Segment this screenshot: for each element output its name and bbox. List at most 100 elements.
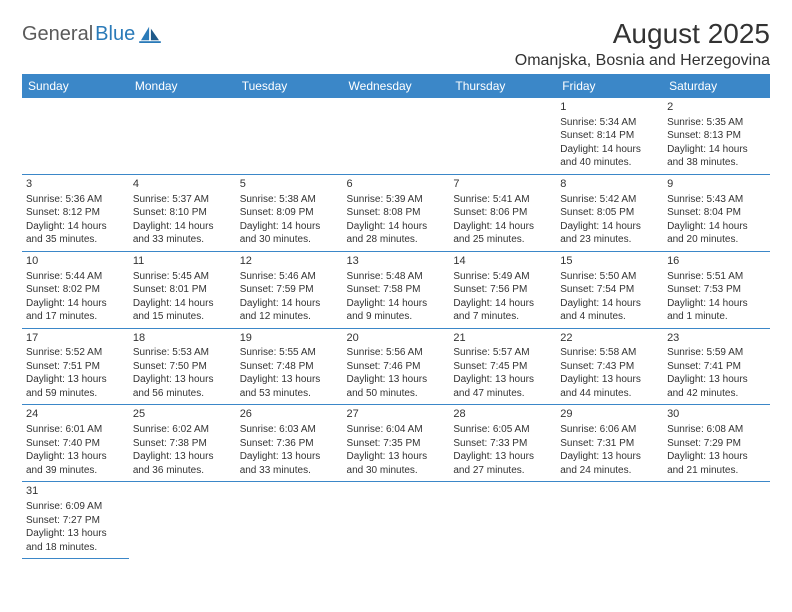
daylight-line: Daylight: 13 hours and 50 minutes. <box>347 373 446 400</box>
day-cell: 17Sunrise: 5:52 AMSunset: 7:51 PMDayligh… <box>22 328 129 405</box>
sunrise-line: Sunrise: 5:39 AM <box>347 193 446 207</box>
day-cell: 31Sunrise: 6:09 AMSunset: 7:27 PMDayligh… <box>22 482 129 559</box>
day-cell: 5Sunrise: 5:38 AMSunset: 8:09 PMDaylight… <box>236 174 343 251</box>
sunrise-line: Sunrise: 5:43 AM <box>667 193 766 207</box>
daylight-line: Daylight: 14 hours and 12 minutes. <box>240 297 339 324</box>
day-number: 28 <box>453 407 552 422</box>
day-cell: 19Sunrise: 5:55 AMSunset: 7:48 PMDayligh… <box>236 328 343 405</box>
day-cell: 21Sunrise: 5:57 AMSunset: 7:45 PMDayligh… <box>449 328 556 405</box>
sunrise-line: Sunrise: 5:44 AM <box>26 270 125 284</box>
sunrise-line: Sunrise: 5:34 AM <box>560 116 659 130</box>
sunrise-line: Sunrise: 5:45 AM <box>133 270 232 284</box>
sunset-line: Sunset: 7:58 PM <box>347 283 446 297</box>
day-cell: 18Sunrise: 5:53 AMSunset: 7:50 PMDayligh… <box>129 328 236 405</box>
weekday-header: Monday <box>129 74 236 98</box>
sunset-line: Sunset: 7:54 PM <box>560 283 659 297</box>
daylight-line: Daylight: 13 hours and 56 minutes. <box>133 373 232 400</box>
sunset-line: Sunset: 8:05 PM <box>560 206 659 220</box>
calendar-row: 1Sunrise: 5:34 AMSunset: 8:14 PM Daylight… <box>22 98 770 174</box>
day-number: 14 <box>453 254 552 269</box>
day-number: 29 <box>560 407 659 422</box>
day-number: 26 <box>240 407 339 422</box>
daylight-line: Daylight: 13 hours and 27 minutes. <box>453 450 552 477</box>
daylight-line: Daylight: 13 hours and 21 minutes. <box>667 450 766 477</box>
daylight-line: Daylight: 14 hours and 4 minutes. <box>560 297 659 324</box>
empty-cell <box>343 482 450 559</box>
day-cell: 6Sunrise: 5:39 AMSunset: 8:08 PMDaylight… <box>343 174 450 251</box>
day-cell: 14Sunrise: 5:49 AMSunset: 7:56 PMDayligh… <box>449 251 556 328</box>
sunrise-line: Sunrise: 5:42 AM <box>560 193 659 207</box>
sunrise-line: Sunrise: 5:55 AM <box>240 346 339 360</box>
sunset-line: Sunset: 7:59 PM <box>240 283 339 297</box>
day-cell: 24Sunrise: 6:01 AMSunset: 7:40 PMDayligh… <box>22 405 129 482</box>
empty-cell <box>343 98 450 174</box>
sunrise-line: Sunrise: 5:36 AM <box>26 193 125 207</box>
daylight-line: Daylight: 14 hours and 17 minutes. <box>26 297 125 324</box>
sunrise-line: Sunrise: 6:02 AM <box>133 423 232 437</box>
sunrise-line: Sunrise: 5:59 AM <box>667 346 766 360</box>
day-cell: 30Sunrise: 6:08 AMSunset: 7:29 PMDayligh… <box>663 405 770 482</box>
sunrise-line: Sunrise: 5:53 AM <box>133 346 232 360</box>
sunset-line: Sunset: 8:02 PM <box>26 283 125 297</box>
day-number: 1 <box>560 100 659 115</box>
daylight-line: Daylight: 13 hours and 24 minutes. <box>560 450 659 477</box>
day-number: 15 <box>560 254 659 269</box>
day-number: 24 <box>26 407 125 422</box>
empty-cell <box>449 98 556 174</box>
title-block: August 2025 Omanjska, Bosnia and Herzego… <box>515 18 770 70</box>
sunrise-line: Sunrise: 5:51 AM <box>667 270 766 284</box>
sunset-line: Sunset: 8:01 PM <box>133 283 232 297</box>
empty-cell <box>129 482 236 559</box>
sail-icon <box>139 25 161 43</box>
sunrise-line: Sunrise: 5:49 AM <box>453 270 552 284</box>
sunrise-line: Sunrise: 5:46 AM <box>240 270 339 284</box>
sunset-line: Sunset: 7:29 PM <box>667 437 766 451</box>
weekday-header: Saturday <box>663 74 770 98</box>
calendar-row: 10Sunrise: 5:44 AMSunset: 8:02 PMDayligh… <box>22 251 770 328</box>
day-cell: 28Sunrise: 6:05 AMSunset: 7:33 PMDayligh… <box>449 405 556 482</box>
sunrise-line: Sunrise: 5:58 AM <box>560 346 659 360</box>
day-number: 13 <box>347 254 446 269</box>
page-header: GeneralBlue August 2025 Omanjska, Bosnia… <box>22 18 770 70</box>
day-cell: 3Sunrise: 5:36 AMSunset: 8:12 PMDaylight… <box>22 174 129 251</box>
sunrise-line: Sunrise: 5:35 AM <box>667 116 766 130</box>
sunset-line: Sunset: 7:51 PM <box>26 360 125 374</box>
day-cell: 8Sunrise: 5:42 AMSunset: 8:05 PMDaylight… <box>556 174 663 251</box>
daylight-line: Daylight: 14 hours and 35 minutes. <box>26 220 125 247</box>
empty-cell <box>129 98 236 174</box>
sunset-line: Sunset: 8:06 PM <box>453 206 552 220</box>
day-cell: 26Sunrise: 6:03 AMSunset: 7:36 PMDayligh… <box>236 405 343 482</box>
sunset-line: Sunset: 7:40 PM <box>26 437 125 451</box>
day-number: 16 <box>667 254 766 269</box>
sunset-line: Sunset: 7:50 PM <box>133 360 232 374</box>
brand-name-2: Blue <box>95 24 135 44</box>
weekday-header: Wednesday <box>343 74 450 98</box>
empty-cell <box>556 482 663 559</box>
calendar-body: 1Sunrise: 5:34 AMSunset: 8:14 PM Daylight… <box>22 98 770 559</box>
weekday-header: Thursday <box>449 74 556 98</box>
month-title: August 2025 <box>515 18 770 50</box>
sunrise-line: Sunrise: 6:09 AM <box>26 500 125 514</box>
weekday-header: Friday <box>556 74 663 98</box>
brand-name-1: General <box>22 24 93 44</box>
brand-logo: GeneralBlue <box>22 24 161 44</box>
sunset-line: Sunset: 7:27 PM <box>26 514 125 528</box>
day-number: 27 <box>347 407 446 422</box>
daylight-line: Daylight: 14 hours and 38 minutes. <box>667 143 766 170</box>
day-number: 3 <box>26 177 125 192</box>
sunrise-line: Sunrise: 5:52 AM <box>26 346 125 360</box>
calendar-row: 24Sunrise: 6:01 AMSunset: 7:40 PMDayligh… <box>22 405 770 482</box>
day-number: 18 <box>133 331 232 346</box>
day-cell: 15Sunrise: 5:50 AMSunset: 7:54 PMDayligh… <box>556 251 663 328</box>
day-number: 25 <box>133 407 232 422</box>
sunset-line: Sunset: 8:14 PM <box>560 129 659 143</box>
sunset-line: Sunset: 7:41 PM <box>667 360 766 374</box>
sunset-line: Sunset: 8:13 PM <box>667 129 766 143</box>
day-number: 12 <box>240 254 339 269</box>
sunset-line: Sunset: 7:35 PM <box>347 437 446 451</box>
sunset-line: Sunset: 7:53 PM <box>667 283 766 297</box>
calendar-table: SundayMondayTuesdayWednesdayThursdayFrid… <box>22 74 770 559</box>
daylight-line: Daylight: 14 hours and 9 minutes. <box>347 297 446 324</box>
sunrise-line: Sunrise: 5:56 AM <box>347 346 446 360</box>
sunrise-line: Sunrise: 6:03 AM <box>240 423 339 437</box>
